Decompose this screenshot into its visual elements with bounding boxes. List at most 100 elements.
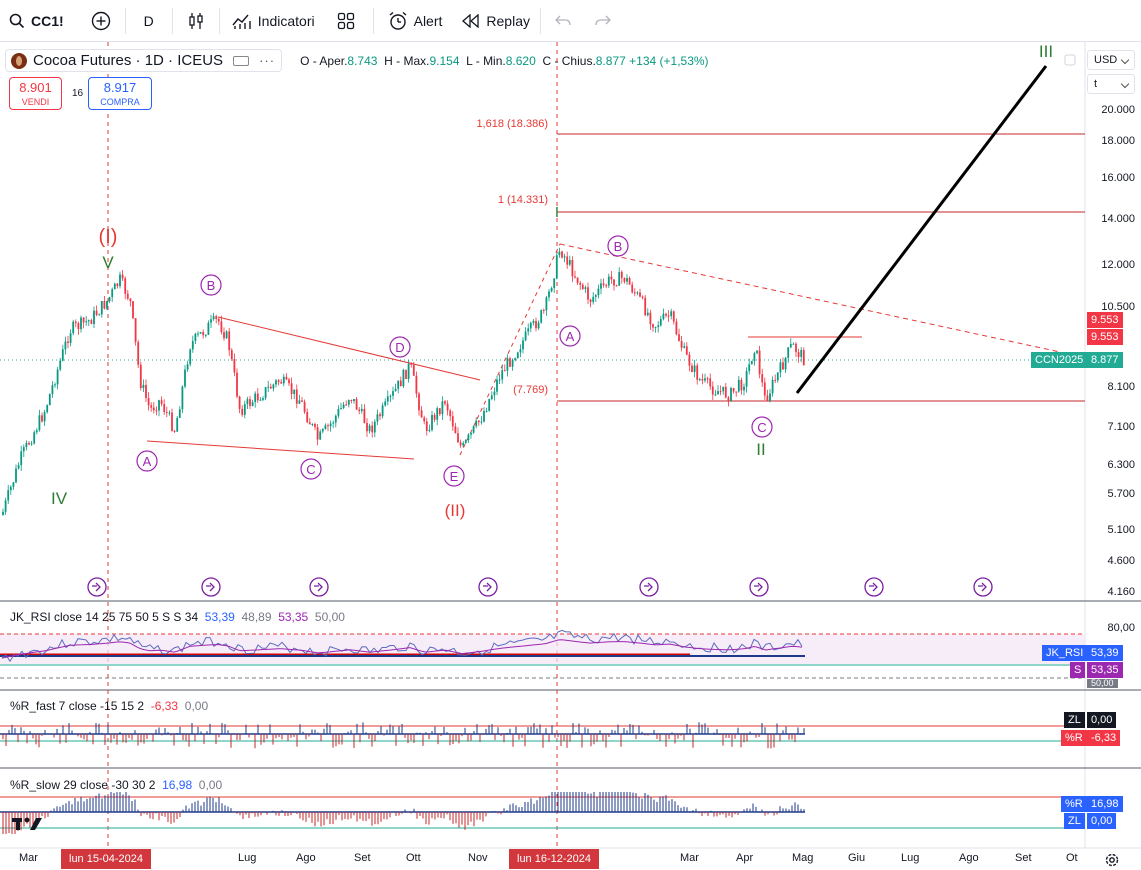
candle-body (311, 423, 314, 425)
replay-button[interactable]: Replay (452, 0, 540, 42)
candle-body (431, 414, 433, 430)
symbol-label: CC1! (31, 12, 64, 29)
time-label: Nov (468, 852, 488, 864)
candle-body (737, 379, 740, 392)
candle-body (275, 380, 277, 385)
interval-button[interactable]: D (126, 0, 172, 42)
event-icon-circle (201, 577, 221, 597)
sell-button[interactable]: 8.901 VENDI (9, 77, 62, 110)
currency-select[interactable]: USD (1087, 50, 1135, 70)
chart-type-button[interactable] (173, 0, 219, 42)
price-tick: 20.000 (1101, 104, 1135, 116)
candle-body (41, 415, 43, 422)
candle-body (285, 376, 288, 380)
rslow-zl-name: ZL (1064, 813, 1085, 829)
eye-icon[interactable] (233, 55, 250, 66)
event-icon-circle (973, 577, 993, 597)
time-label: Ago (959, 852, 979, 864)
candle-body (662, 313, 665, 320)
candle-body (607, 276, 610, 286)
price-tick: 16.000 (1101, 172, 1135, 184)
price-chart[interactable]: 1,618 (18.386) 1 (14.331) (7.769) (I) V IV (II… (0, 42, 1141, 870)
candle-body (241, 408, 244, 415)
candle-body (464, 440, 467, 444)
candle-body (199, 332, 202, 334)
candle-body (797, 352, 800, 357)
candle-body (496, 379, 498, 392)
unit-select[interactable]: t (1087, 74, 1135, 94)
candle-body (316, 427, 319, 440)
candle-body (282, 376, 285, 384)
candle-body (587, 287, 589, 300)
wave-label-II-green: II (756, 440, 765, 459)
redo-button[interactable] (583, 0, 623, 42)
candle-body (665, 313, 667, 316)
candle-body (389, 395, 392, 397)
wave-circle (389, 336, 411, 358)
rsi-value-3: 53,35 (278, 610, 309, 624)
more-icon[interactable]: ··· (259, 53, 276, 68)
candle-body (280, 382, 283, 384)
candle-body (774, 379, 777, 381)
settings-icon[interactable] (1104, 852, 1120, 868)
candle-body (787, 347, 790, 358)
candle-body (776, 372, 779, 381)
candle-body (405, 369, 407, 379)
candle-body (158, 400, 160, 411)
indicators-button[interactable]: Indicatori (220, 0, 327, 42)
rsi-band (0, 634, 1085, 664)
candle-body (228, 331, 231, 351)
compare-button[interactable] (73, 0, 125, 42)
triangle-upper-line (217, 316, 481, 381)
wave-circle-label: B (207, 278, 216, 293)
buy-button[interactable]: 8.917 COMPRA (88, 77, 152, 110)
candle-body (61, 349, 64, 361)
wave-circle-label: A (566, 329, 575, 344)
price-tick: 4.600 (1107, 555, 1135, 567)
candle-body (191, 341, 194, 350)
layouts-button[interactable] (327, 0, 373, 42)
candle-body (215, 316, 218, 319)
candle-body (646, 312, 649, 316)
candle-body (680, 341, 683, 348)
candle-body (327, 425, 329, 427)
candle-body (324, 425, 327, 430)
trend-dashed-line (559, 243, 1061, 353)
tradingview-logo-icon (12, 817, 42, 830)
candle-body (358, 409, 361, 412)
candle-body (792, 343, 795, 345)
level-tag-1: 9.553 (1087, 312, 1123, 328)
high-value: 9.154 (429, 53, 460, 68)
candle-body (246, 399, 249, 405)
candle-body (126, 293, 129, 299)
symbol-search[interactable]: CC1! (0, 0, 73, 42)
candle-body (659, 319, 662, 326)
candle-body (418, 393, 420, 411)
symbol-info[interactable]: Cocoa Futures · 1D · ICEUS ··· (5, 49, 283, 72)
wave-label-V: V (102, 253, 114, 272)
time-label: Apr (736, 852, 754, 864)
wave-circle (136, 450, 158, 472)
candle-body (386, 396, 389, 402)
candle-body (472, 426, 475, 433)
event-icon-arrow (206, 582, 215, 592)
candle-body (106, 301, 108, 309)
candle-body (298, 400, 301, 404)
undo-button[interactable] (541, 0, 583, 42)
candle-body (181, 386, 184, 410)
candle-body (168, 412, 171, 414)
wave-circle (751, 416, 773, 438)
event-icon-arrow (978, 582, 987, 592)
event-icon-circle (864, 577, 884, 597)
change-value: +134 (+1,53%) (629, 53, 709, 68)
trade-panel: 8.901 VENDI 16 8.917 COMPRA (9, 77, 152, 110)
time-label: Mar (680, 852, 699, 864)
candle-body (693, 365, 696, 372)
alert-button[interactable]: Alert (374, 0, 453, 42)
candle-body (714, 394, 717, 396)
price-tick: 18.000 (1101, 135, 1135, 147)
candle-body (670, 311, 673, 317)
candle-body (576, 277, 579, 283)
candle-body (470, 432, 472, 435)
candle-body (457, 433, 459, 443)
